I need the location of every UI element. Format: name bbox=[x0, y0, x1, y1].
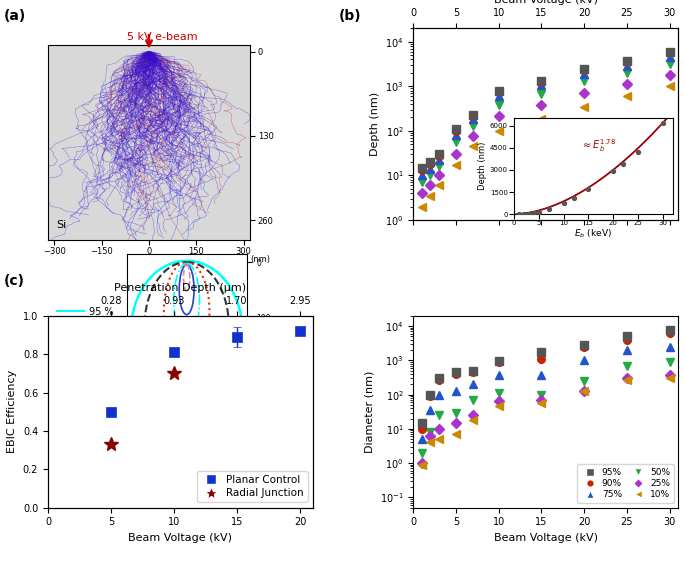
90% bbox=[435, 376, 443, 383]
90% bbox=[452, 371, 460, 377]
X-axis label: Beam Voltage (kV): Beam Voltage (kV) bbox=[494, 0, 598, 5]
95% bbox=[418, 420, 426, 426]
Radial Junction bbox=[107, 441, 115, 448]
10% bbox=[426, 439, 434, 446]
10% bbox=[580, 387, 588, 394]
25% bbox=[666, 371, 674, 378]
75% bbox=[469, 381, 477, 387]
Line: 25%: 25% bbox=[419, 371, 673, 466]
Text: (a): (a) bbox=[3, 8, 25, 23]
75% bbox=[666, 343, 674, 350]
90% bbox=[495, 359, 503, 365]
90% bbox=[418, 425, 426, 432]
Text: (nm): (nm) bbox=[250, 255, 270, 264]
95% bbox=[469, 367, 477, 374]
95% bbox=[666, 327, 674, 334]
95% bbox=[452, 369, 460, 376]
75% bbox=[418, 436, 426, 443]
10% bbox=[435, 436, 443, 443]
90% bbox=[623, 336, 631, 343]
Line: 75%: 75% bbox=[418, 343, 673, 443]
75% bbox=[495, 372, 503, 378]
Legend: Planar Control, Radial Junction: Planar Control, Radial Junction bbox=[197, 471, 308, 503]
25% bbox=[418, 460, 426, 466]
95% bbox=[495, 358, 503, 364]
50% bbox=[623, 362, 631, 369]
75% bbox=[435, 391, 443, 398]
Legend: 95 %, 90 %, 75 %, 50 %, 25 %, 10 %: 95 %, 90 %, 75 %, 50 %, 25 %, 10 % bbox=[53, 303, 117, 387]
25% bbox=[580, 387, 588, 394]
Line: 50%: 50% bbox=[418, 358, 673, 457]
95% bbox=[537, 349, 545, 356]
75% bbox=[580, 357, 588, 364]
95% bbox=[426, 391, 434, 398]
10% bbox=[452, 431, 460, 438]
Text: 5 kV e-beam: 5 kV e-beam bbox=[127, 32, 197, 42]
95% bbox=[435, 375, 443, 382]
25% bbox=[623, 375, 631, 382]
10% bbox=[623, 376, 631, 383]
90% bbox=[537, 355, 545, 362]
10% bbox=[495, 403, 503, 410]
50% bbox=[452, 409, 460, 416]
10% bbox=[469, 417, 477, 424]
90% bbox=[666, 329, 674, 336]
Line: 10%: 10% bbox=[418, 374, 673, 469]
Legend: 95%, 90%, 75%, 50%, 25%, 10%: 95%, 90%, 75%, 50%, 25%, 10% bbox=[577, 464, 673, 503]
25% bbox=[435, 425, 443, 432]
X-axis label: Beam Voltage (kV): Beam Voltage (kV) bbox=[128, 533, 232, 543]
X-axis label: Beam Voltage (kV): Beam Voltage (kV) bbox=[494, 533, 598, 543]
25% bbox=[537, 396, 545, 403]
10% bbox=[537, 400, 545, 407]
X-axis label: (nm): (nm) bbox=[177, 412, 197, 421]
50% bbox=[435, 412, 443, 418]
10% bbox=[418, 461, 426, 468]
75% bbox=[452, 387, 460, 394]
50% bbox=[426, 429, 434, 435]
50% bbox=[666, 359, 674, 365]
90% bbox=[469, 369, 477, 376]
50% bbox=[580, 378, 588, 385]
25% bbox=[452, 420, 460, 426]
50% bbox=[469, 396, 477, 403]
X-axis label: (nm): (nm) bbox=[138, 258, 160, 267]
25% bbox=[426, 433, 434, 440]
75% bbox=[623, 347, 631, 354]
Text: (c): (c) bbox=[3, 274, 25, 288]
95% bbox=[580, 342, 588, 349]
25% bbox=[469, 412, 477, 418]
Radial Junction bbox=[170, 370, 178, 377]
Y-axis label: EBIC Efficiency: EBIC Efficiency bbox=[8, 370, 17, 453]
50% bbox=[418, 450, 426, 456]
95% bbox=[623, 333, 631, 340]
Line: 95%: 95% bbox=[418, 327, 673, 426]
75% bbox=[537, 371, 545, 378]
Y-axis label: Diameter (nm): Diameter (nm) bbox=[364, 371, 374, 453]
50% bbox=[495, 390, 503, 396]
90% bbox=[426, 393, 434, 399]
Line: 90%: 90% bbox=[418, 329, 673, 433]
25% bbox=[495, 398, 503, 404]
Text: (b): (b) bbox=[339, 8, 362, 23]
X-axis label: Penetration Depth (μm): Penetration Depth (μm) bbox=[114, 283, 247, 293]
90% bbox=[580, 343, 588, 350]
50% bbox=[537, 392, 545, 399]
Text: Si: Si bbox=[56, 220, 66, 230]
Y-axis label: Depth (nm): Depth (nm) bbox=[370, 92, 379, 156]
10% bbox=[666, 375, 674, 382]
75% bbox=[426, 407, 434, 413]
Line: Radial Junction: Radial Junction bbox=[104, 367, 181, 451]
